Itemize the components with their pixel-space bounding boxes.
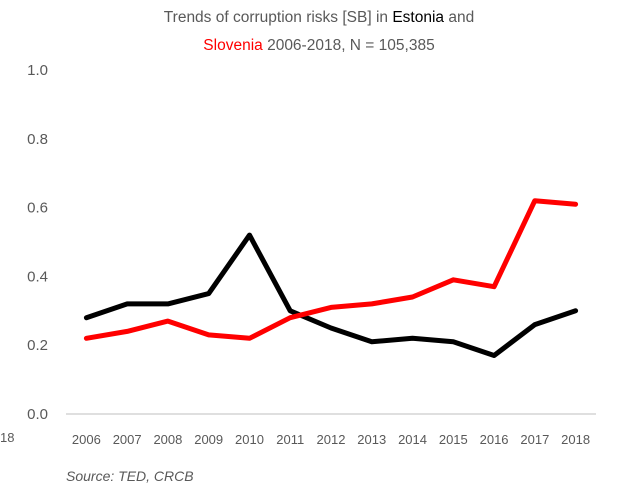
y-tick-label: 0.0 — [27, 406, 48, 423]
x-tick-label: 2009 — [194, 432, 223, 447]
x-tick-label: 2012 — [317, 432, 346, 447]
y-tick-label: 1.0 — [27, 62, 48, 79]
chart-title-line-1: Trends of corruption risks [SB] in Eston… — [164, 9, 474, 26]
y-tick-label: 0.4 — [27, 268, 48, 285]
chart-title-line-2: Slovenia 2006-2018, N = 105,385 — [203, 37, 434, 54]
x-tick-label: 2007 — [113, 432, 142, 447]
y-tick-label: 0.2 — [27, 337, 48, 354]
x-tick-label: 2010 — [235, 432, 264, 447]
x-tick-label: 2014 — [398, 432, 427, 447]
series-line-slovenia — [83, 198, 579, 341]
chart-series — [83, 198, 579, 358]
series-line-estonia — [83, 232, 579, 358]
x-tick-label: 2016 — [480, 432, 509, 447]
x-tick-label: 2018 — [561, 432, 590, 447]
source-note: Source: TED, CRCB — [66, 468, 194, 484]
y-tick-label: 0.8 — [27, 131, 48, 148]
x-tick-label: 2015 — [439, 432, 468, 447]
cropped-axis-fragment: 18 — [0, 430, 15, 445]
x-tick-label: 2006 — [72, 432, 101, 447]
x-tick-label: 2017 — [520, 432, 549, 447]
x-tick-label: 2008 — [153, 432, 182, 447]
x-tick-label: 2013 — [357, 432, 386, 447]
title-estonia-label: Estonia — [392, 9, 444, 26]
title-slovenia-label: Slovenia — [203, 37, 263, 54]
x-tick-label: 2011 — [276, 432, 304, 447]
y-tick-label: 0.6 — [27, 200, 48, 217]
chart-axes: 0.0 0.2 0.4 0.6 0.8 1.0 2006 2007 2008 2009 2010 20… — [27, 62, 596, 447]
